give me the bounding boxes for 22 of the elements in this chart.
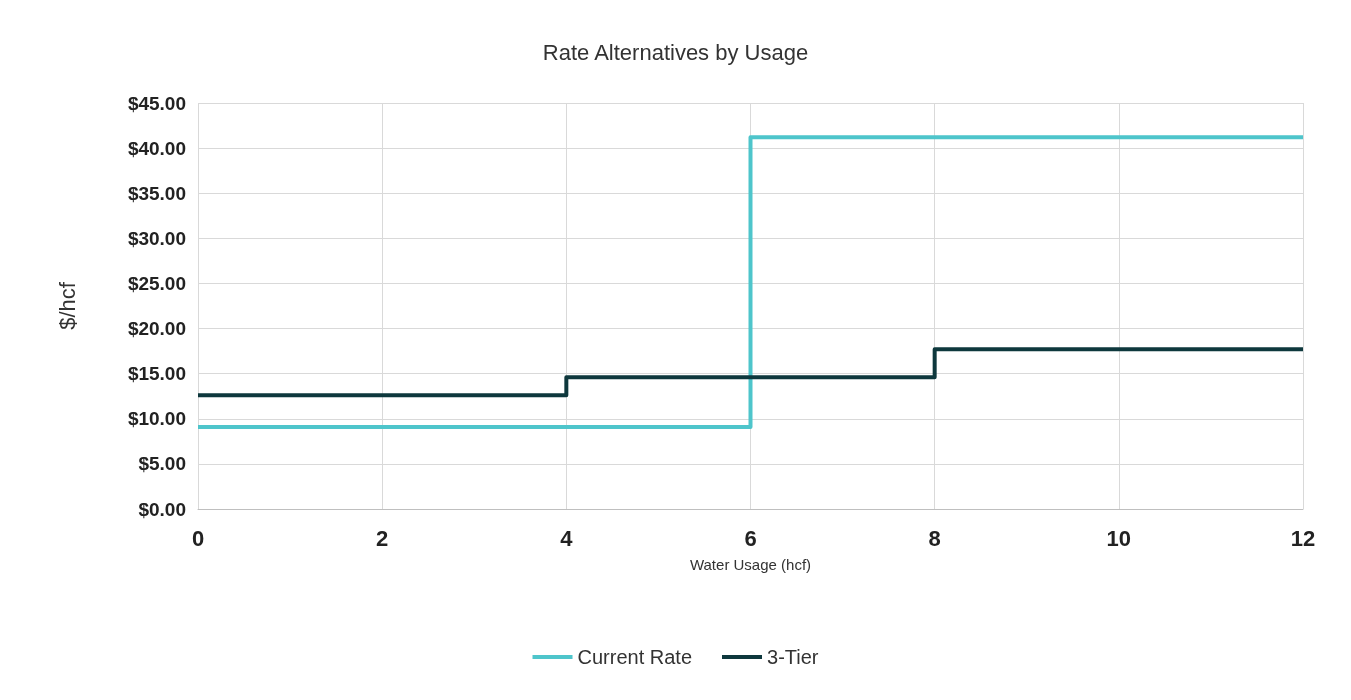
x-tick-label: 2: [376, 525, 389, 551]
y-tick-label: $45.00: [127, 92, 186, 114]
y-tick-label: $30.00: [127, 227, 186, 249]
legend-label: Current Rate: [577, 646, 693, 668]
y-tick-label: $15.00: [127, 363, 186, 385]
x-tick-label: 12: [1290, 525, 1316, 551]
y-axis-title: $/hcf: [54, 281, 80, 330]
y-tick-label: $20.00: [127, 318, 186, 340]
x-tick-label: 8: [928, 525, 941, 551]
x-axis-title: Water Usage (hcf): [689, 556, 812, 573]
y-tick-label: $5.00: [138, 453, 186, 475]
y-tick-label: $35.00: [127, 182, 186, 204]
x-tick-label: 10: [1106, 525, 1132, 551]
x-tick-label: 0: [191, 525, 205, 551]
y-tick-label: $40.00: [127, 137, 186, 159]
y-tick-label: $10.00: [127, 408, 186, 430]
legend-label: 3-Tier: [767, 646, 819, 668]
y-tick-label: $25.00: [127, 272, 186, 294]
y-tick-label: $0.00: [138, 498, 186, 520]
x-tick-label: 6: [744, 525, 757, 551]
x-tick-label: 4: [560, 525, 574, 551]
chart-title: Rate Alternatives by Usage: [542, 39, 809, 65]
